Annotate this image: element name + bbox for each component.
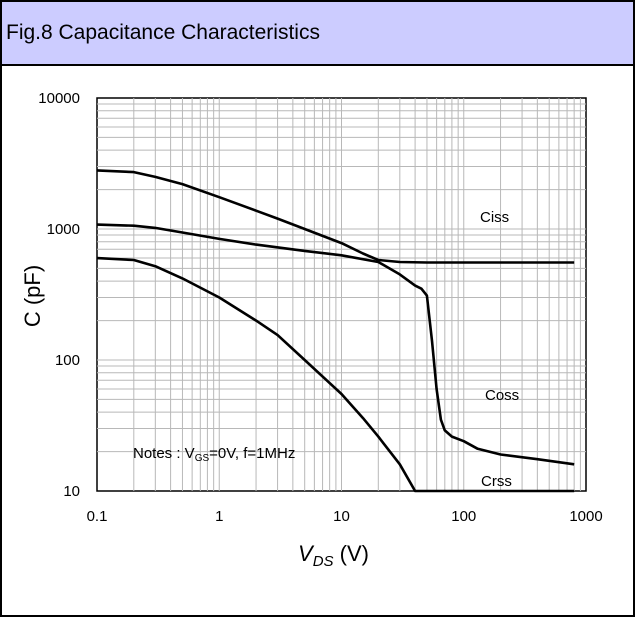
- y-tick-label: 1000: [47, 221, 80, 238]
- curve-label-coss: Coss: [485, 387, 519, 404]
- y-tick-label: 10000: [38, 90, 80, 107]
- y-axis-label: C (pF): [20, 265, 45, 327]
- x-axis-label-unit: (V): [334, 541, 369, 566]
- tick-labels: 0.1 1 10 100 1000 10 100 1000 10000: [38, 90, 602, 525]
- x-tick-label: 100: [451, 508, 476, 525]
- curve-label-ciss: Ciss: [480, 209, 509, 226]
- gridlines: [97, 98, 586, 491]
- x-axis-label-main: V: [298, 541, 315, 566]
- curve-label-crss: Crss: [481, 473, 512, 490]
- notes-subscript: GS: [195, 453, 210, 464]
- x-axis-label-sub: DS: [313, 553, 334, 570]
- series-line-ciss: [96, 169, 575, 264]
- series-line-coss: [96, 223, 575, 466]
- notes-annotation: Notes : VGS=0V, f=1MHz: [133, 445, 295, 464]
- series-line-crss: [96, 256, 575, 493]
- notes-prefix: Notes : V: [133, 445, 195, 462]
- x-tick-label: 0.1: [87, 508, 108, 525]
- notes-suffix: =0V, f=1MHz: [209, 445, 295, 462]
- x-axis-label: VDS (V): [298, 541, 369, 570]
- x-tick-label: 10: [333, 508, 350, 525]
- curves: [96, 169, 575, 493]
- x-tick-label: 1000: [569, 508, 602, 525]
- y-tick-label: 10: [63, 483, 80, 500]
- figure-header: Fig.8 Capacitance Characteristics: [2, 2, 633, 66]
- y-tick-label: 100: [55, 352, 80, 369]
- x-tick-label: 1: [215, 508, 223, 525]
- figure-title: Fig.8 Capacitance Characteristics: [6, 21, 320, 44]
